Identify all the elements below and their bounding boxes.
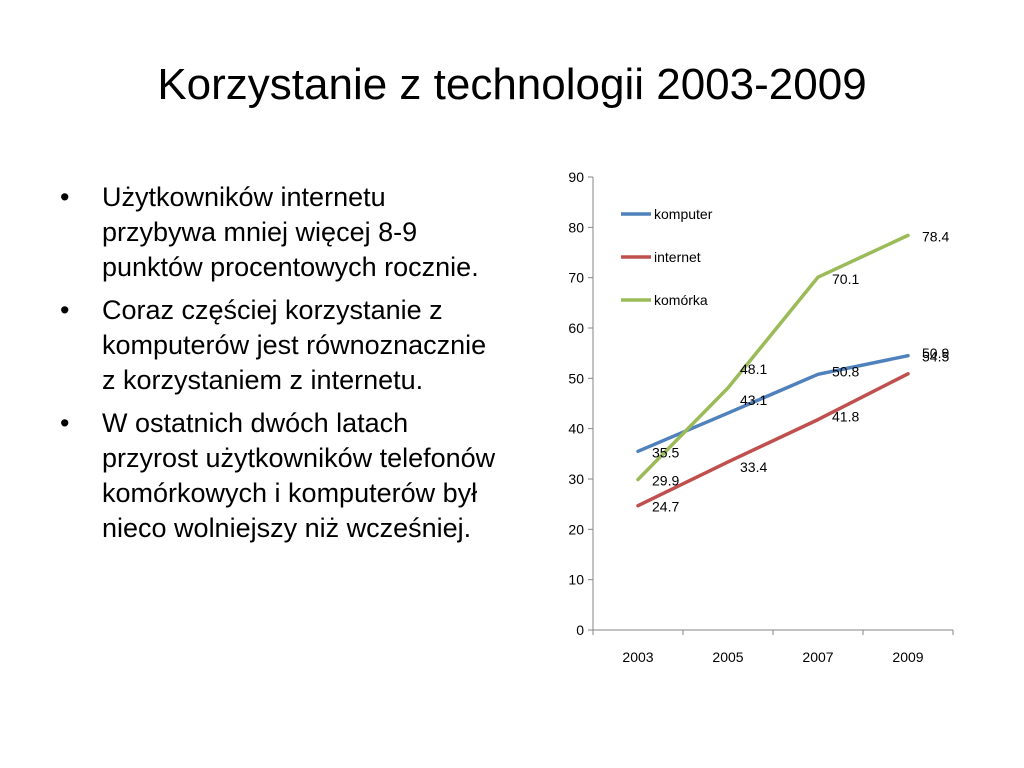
bullet-icon: • [60,295,70,325]
y-tick-label: 80 [568,219,584,235]
data-label-internet: 50.9 [922,345,949,361]
x-tick-label: 2007 [802,649,833,665]
legend-label-internet: internet [654,249,701,265]
line-chart: 0 10 20 30 40 50 60 70 80 90 2003 2005 2007 2009 35.5 4… [540,160,990,680]
x-tick-label: 2003 [622,649,653,665]
data-label-internet: 33.4 [740,459,767,475]
y-tick-label: 90 [568,169,584,185]
y-tick-label: 30 [568,471,584,487]
bullet-text: Coraz częściej korzystanie z komputerów … [102,295,487,395]
y-tick-label: 0 [576,622,584,638]
data-label-komórka: 48.1 [740,361,767,377]
bullet-item: • W ostatnich dwóch latach przyrost użyt… [60,406,500,546]
bullet-item: • Coraz częściej korzystanie z komputeró… [60,293,500,398]
data-label-komputer: 35.5 [652,444,679,460]
legend-label-komórka: komórka [654,292,708,308]
x-tick-label: 2005 [712,649,743,665]
bullet-text: W ostatnich dwóch latach przyrost użytko… [102,408,496,543]
y-tick-label: 70 [568,270,584,286]
legend-label-komputer: komputer [654,206,713,222]
y-tick-label: 10 [568,572,584,588]
data-label-komputer: 54.5 [922,349,949,365]
data-label-komórka: 78.4 [922,228,949,244]
x-tick-label: 2009 [892,649,923,665]
chart-svg: 0 10 20 30 40 50 60 70 80 90 2003 2005 2007 2009 35.5 4… [568,169,954,665]
series-line-internet [636,372,910,508]
data-label-komputer: 43.1 [740,392,767,408]
series-line-komórka [636,233,910,482]
data-label-komórka: 29.9 [652,473,679,489]
data-label-internet: 24.7 [652,499,679,515]
bullet-item: • Użytkowników internetu przybywa mniej … [60,180,500,285]
data-label-internet: 41.8 [832,409,859,425]
data-label-komputer: 50.8 [832,363,859,379]
y-tick-label: 40 [568,421,584,437]
data-label-komórka: 70.1 [832,271,859,287]
bullet-text: Użytkowników internetu przybywa mniej wi… [102,182,479,282]
bullet-icon: • [60,182,70,212]
y-tick-label: 50 [568,370,584,386]
slide-title: Korzystanie z technologii 2003-2009 [157,60,867,110]
bullet-list: • Użytkowników internetu przybywa mniej … [60,180,500,554]
bullet-icon: • [60,408,70,438]
y-tick-label: 20 [568,521,584,537]
y-tick-label: 60 [568,320,584,336]
